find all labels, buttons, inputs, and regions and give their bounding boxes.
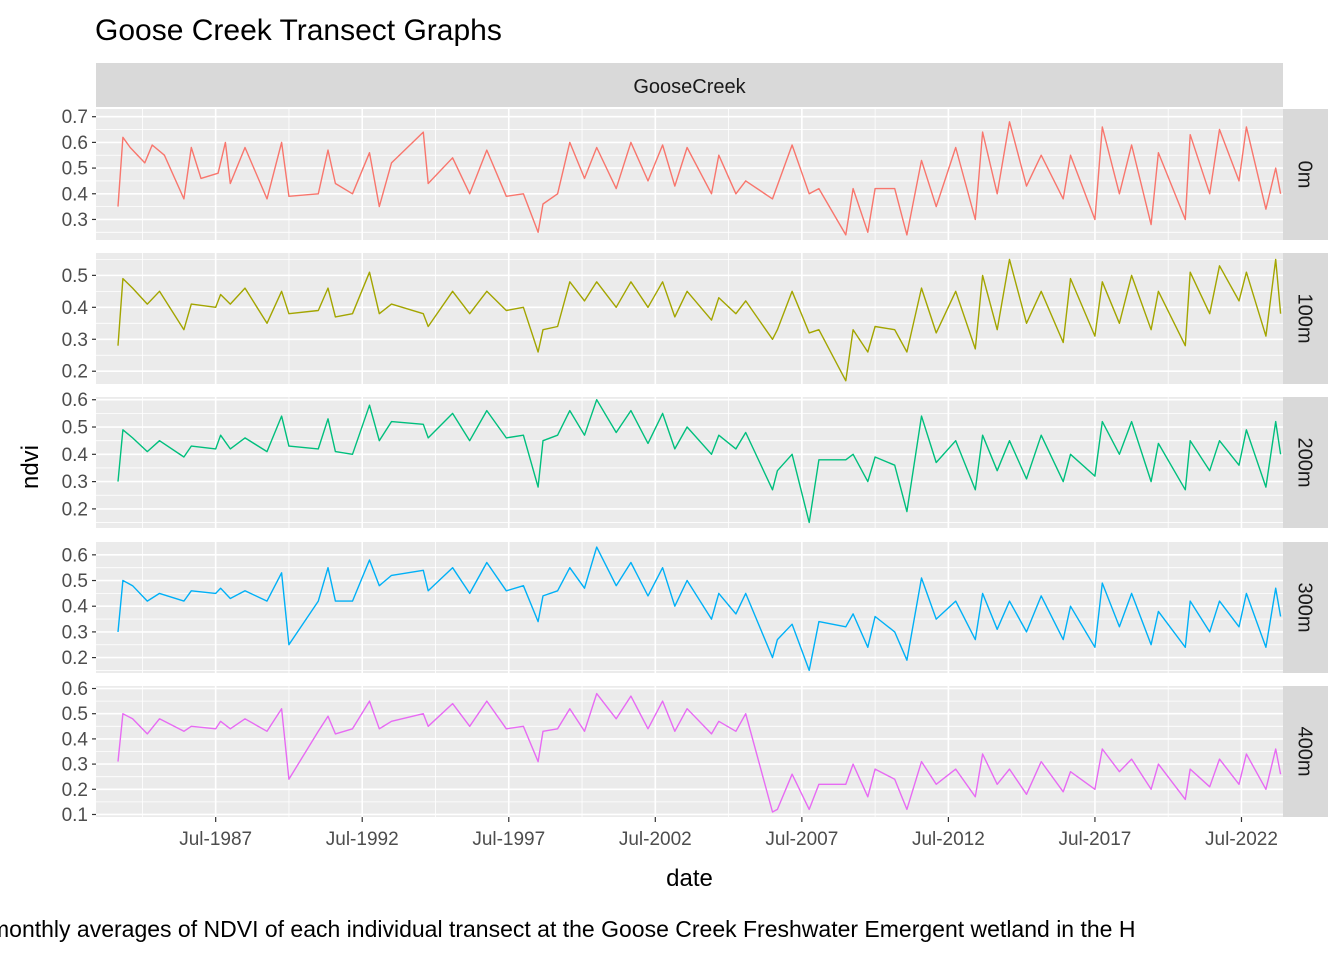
facet-row-strip-label: 0m xyxy=(1294,161,1316,189)
x-tick-label: Jul-1997 xyxy=(472,829,545,850)
facet-row-strip xyxy=(1283,397,1328,528)
y-tick-label: 0.1 xyxy=(62,805,88,826)
x-tick-label: Jul-1987 xyxy=(179,829,252,850)
y-tick-label: 0.5 xyxy=(62,704,88,725)
y-tick-label: 0.5 xyxy=(62,418,88,439)
facet-row-strip xyxy=(1283,109,1328,240)
y-tick-label: 0.6 xyxy=(62,679,88,700)
y-tick-label: 0.4 xyxy=(62,445,89,466)
y-tick-label: 0.2 xyxy=(62,648,88,669)
series-line-100m xyxy=(117,258,1282,382)
y-tick-label: 0.7 xyxy=(62,107,88,128)
y-tick-label: 0.6 xyxy=(62,545,88,566)
facet-column-strip-label: GooseCreek xyxy=(633,76,746,98)
x-tick-label: Jul-2012 xyxy=(912,829,985,850)
x-axis-label: date xyxy=(666,865,713,892)
y-tick-label: 0.2 xyxy=(62,362,88,383)
x-tick-label: Jul-2002 xyxy=(619,829,692,850)
y-tick-label: 0.4 xyxy=(62,597,89,618)
facet-row-strip xyxy=(1283,253,1328,384)
panel-0m: 0.3 0.4 0.5 0.6 0.7 0m xyxy=(62,107,1328,240)
y-tick-label: 0.3 xyxy=(62,210,88,231)
y-tick-label: 0.4 xyxy=(62,298,89,319)
x-axis: Jul-1987 Jul-1992 Jul-1997 Jul-2002 Jul-2007… xyxy=(179,817,1278,850)
panel-background xyxy=(96,253,1283,384)
facet-row-strip xyxy=(1283,686,1328,817)
series-line-300m xyxy=(117,546,1282,672)
facet-row-strip-label: 400m xyxy=(1294,726,1316,776)
y-tick-label: 0.3 xyxy=(62,472,88,493)
facet-row-strip-label: 300m xyxy=(1294,582,1316,632)
y-tick-label: 0.4 xyxy=(62,184,89,205)
y-tick-label: 0.6 xyxy=(62,390,88,411)
facet-row-strip-label: 200m xyxy=(1294,437,1316,487)
y-tick-label: 0.3 xyxy=(62,330,88,351)
y-tick-label: 0.3 xyxy=(62,622,88,643)
panel-background xyxy=(96,542,1283,673)
y-tick-label: 0.2 xyxy=(62,780,88,801)
facet-row-strip xyxy=(1283,542,1328,673)
panel-300m: 0.2 0.3 0.4 0.5 0.6 300m xyxy=(62,542,1328,673)
facet-panels: 0.30.40.50.60.70m0.20.30.40.5100m0.20.30… xyxy=(62,107,1328,826)
x-tick-label: Jul-2017 xyxy=(1058,829,1131,850)
panel-background xyxy=(96,109,1283,240)
x-tick-label: Jul-2022 xyxy=(1205,829,1278,850)
panel-400m: 0.1 0.2 0.3 0.4 0.5 0.6 400m xyxy=(62,679,1328,826)
y-axis-label: ndvi xyxy=(17,445,44,489)
panel-background xyxy=(96,397,1283,528)
facet-column-strip xyxy=(96,63,1283,107)
y-tick-label: 0.4 xyxy=(62,729,89,750)
panel-100m: 0.2 0.3 0.4 0.5 100m xyxy=(62,253,1328,384)
x-tick-label: Jul-2007 xyxy=(765,829,838,850)
y-tick-label: 0.6 xyxy=(62,133,88,154)
series-line-400m xyxy=(117,692,1282,813)
facet-row-strip-label: 100m xyxy=(1294,293,1316,343)
x-tick-label: Jul-1992 xyxy=(326,829,399,850)
y-tick-label: 0.5 xyxy=(62,266,88,287)
chart-title: Goose Creek Transect Graphs xyxy=(95,14,502,47)
figure-caption: monthly averages of NDVI of each individ… xyxy=(0,916,1136,942)
y-tick-label: 0.5 xyxy=(62,571,88,592)
series-line-0m xyxy=(117,121,1282,236)
y-tick-label: 0.5 xyxy=(62,159,88,180)
panel-200m: 0.2 0.3 0.4 0.5 0.6 200m xyxy=(62,390,1328,528)
series-line-200m xyxy=(117,399,1282,524)
y-tick-label: 0.3 xyxy=(62,755,88,776)
y-tick-label: 0.2 xyxy=(62,499,88,520)
